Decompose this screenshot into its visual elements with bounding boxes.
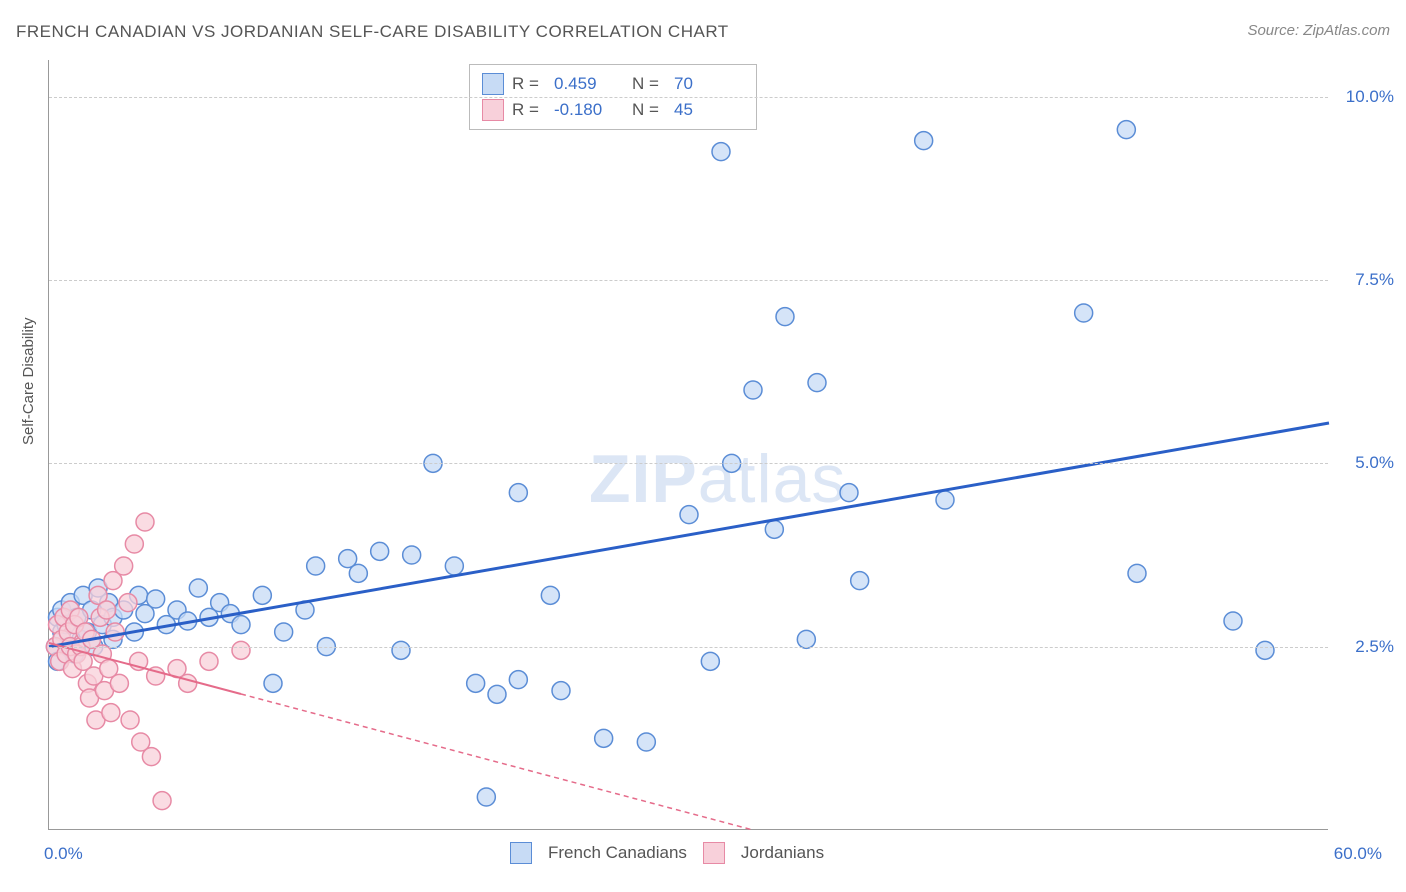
data-point: [307, 557, 325, 575]
data-point: [142, 748, 160, 766]
data-point: [541, 586, 559, 604]
data-point: [680, 506, 698, 524]
data-point: [403, 546, 421, 564]
data-point: [744, 381, 762, 399]
data-point: [200, 652, 218, 670]
data-point: [125, 535, 143, 553]
series-label: French Canadians: [548, 843, 687, 863]
data-point: [467, 674, 485, 692]
data-point: [701, 652, 719, 670]
gridline: [49, 647, 1328, 648]
data-point: [509, 484, 527, 502]
x-tick-min: 0.0%: [44, 844, 83, 864]
series-label: Jordanians: [741, 843, 824, 863]
data-point: [1117, 121, 1135, 139]
series-legend: French Canadians Jordanians: [510, 842, 824, 864]
data-point: [488, 685, 506, 703]
data-point: [189, 579, 207, 597]
data-point: [765, 520, 783, 538]
chart-container: FRENCH CANADIAN VS JORDANIAN SELF-CARE D…: [0, 0, 1406, 892]
data-point: [106, 623, 124, 641]
data-point: [595, 729, 613, 747]
data-point: [445, 557, 463, 575]
data-point: [275, 623, 293, 641]
y-tick-label: 7.5%: [1355, 270, 1394, 290]
data-point: [477, 788, 495, 806]
data-point: [392, 641, 410, 659]
data-point: [797, 630, 815, 648]
gridline: [49, 463, 1328, 464]
trend-line: [49, 423, 1329, 647]
trend-line-dashed: [241, 694, 753, 830]
source-attribution: Source: ZipAtlas.com: [1247, 22, 1390, 39]
swatch-icon: [703, 842, 725, 864]
y-tick-label: 5.0%: [1355, 453, 1394, 473]
gridline: [49, 97, 1328, 98]
swatch-icon: [510, 842, 532, 864]
data-point: [121, 711, 139, 729]
data-point: [232, 641, 250, 659]
data-point: [371, 542, 389, 560]
data-point: [153, 792, 171, 810]
data-point: [232, 616, 250, 634]
plot-area: ZIPatlas R = 0.459 N = 70 R = -0.180 N =…: [48, 60, 1328, 830]
data-point: [1075, 304, 1093, 322]
data-point: [102, 704, 120, 722]
y-axis-label: Self-Care Disability: [20, 317, 37, 445]
data-point: [1256, 641, 1274, 659]
x-tick-max: 60.0%: [1334, 844, 1382, 864]
data-point: [712, 143, 730, 161]
data-point: [637, 733, 655, 751]
data-point: [147, 590, 165, 608]
data-point: [119, 594, 137, 612]
data-point: [808, 374, 826, 392]
data-point: [1128, 564, 1146, 582]
chart-title: FRENCH CANADIAN VS JORDANIAN SELF-CARE D…: [16, 22, 729, 42]
data-point: [915, 132, 933, 150]
data-point: [1224, 612, 1242, 630]
data-point: [851, 572, 869, 590]
scatter-svg: [49, 60, 1328, 829]
data-point: [98, 601, 116, 619]
data-point: [115, 557, 133, 575]
data-point: [552, 682, 570, 700]
data-point: [136, 513, 154, 531]
data-point: [110, 674, 128, 692]
y-tick-label: 2.5%: [1355, 637, 1394, 657]
data-point: [349, 564, 367, 582]
data-point: [253, 586, 271, 604]
data-point: [179, 674, 197, 692]
data-point: [509, 671, 527, 689]
data-point: [776, 308, 794, 326]
data-point: [936, 491, 954, 509]
data-point: [840, 484, 858, 502]
data-point: [264, 674, 282, 692]
y-tick-label: 10.0%: [1346, 87, 1394, 107]
gridline: [49, 280, 1328, 281]
